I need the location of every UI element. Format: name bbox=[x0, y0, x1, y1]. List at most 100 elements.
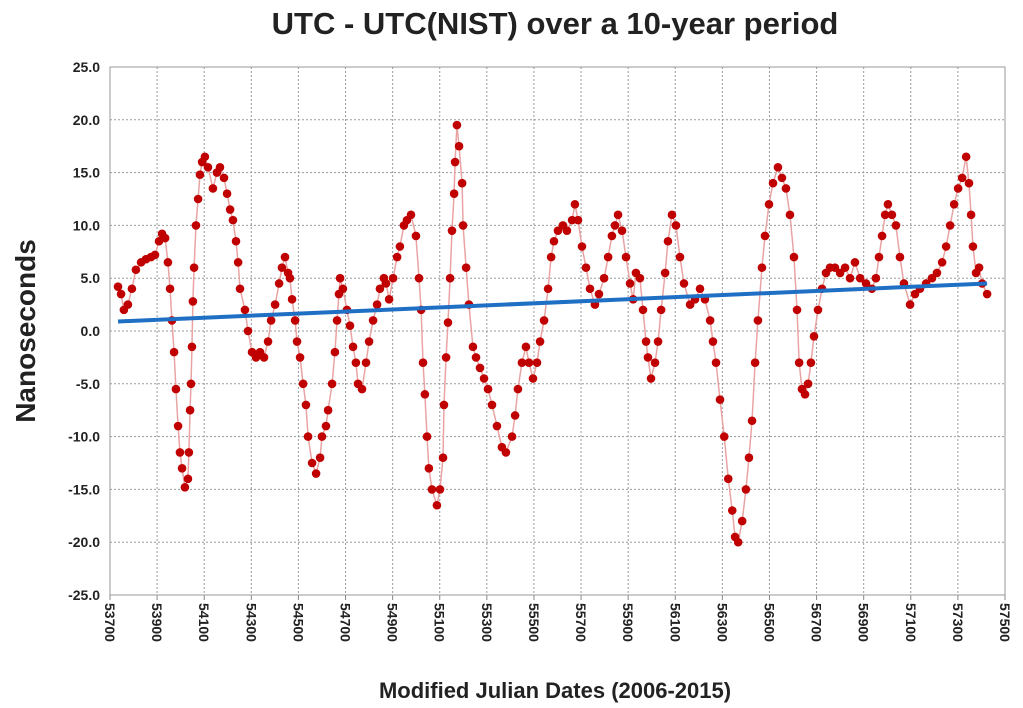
data-point bbox=[348, 342, 358, 352]
data-point bbox=[577, 242, 587, 251]
x-tick-label: 56700 bbox=[809, 603, 825, 642]
x-tick-label: 57500 bbox=[997, 603, 1013, 642]
data-point bbox=[650, 358, 660, 367]
data-point bbox=[116, 289, 126, 299]
y-tick-label: 15.0 bbox=[73, 165, 100, 181]
data-point bbox=[663, 236, 673, 246]
data-point bbox=[510, 411, 520, 420]
data-point bbox=[435, 485, 445, 494]
data-point bbox=[966, 210, 976, 220]
data-point bbox=[290, 316, 300, 325]
data-point bbox=[183, 474, 193, 484]
data-point bbox=[351, 358, 361, 367]
data-point bbox=[441, 353, 451, 362]
data-point bbox=[315, 453, 325, 463]
data-point bbox=[695, 284, 705, 294]
data-point bbox=[235, 284, 245, 294]
data-point bbox=[705, 316, 715, 325]
data-point bbox=[195, 170, 205, 180]
y-tick-label: -25.0 bbox=[68, 587, 100, 603]
data-point bbox=[635, 273, 645, 283]
data-point bbox=[855, 273, 865, 283]
data-point bbox=[594, 289, 604, 299]
data-point bbox=[891, 221, 901, 230]
data-point bbox=[539, 316, 549, 325]
data-point bbox=[317, 432, 327, 441]
data-point bbox=[638, 305, 648, 315]
data-point bbox=[653, 337, 663, 346]
y-tick-label: 20.0 bbox=[73, 112, 100, 128]
data-point bbox=[968, 242, 978, 251]
trend-line bbox=[117, 281, 988, 324]
data-point bbox=[521, 342, 531, 352]
data-point bbox=[871, 273, 881, 283]
data-point bbox=[887, 210, 897, 220]
data-point bbox=[861, 279, 871, 288]
data-point bbox=[240, 305, 250, 315]
x-tick-label: 55700 bbox=[573, 603, 589, 642]
data-point bbox=[813, 305, 823, 315]
data-point bbox=[188, 297, 198, 306]
data-point bbox=[177, 463, 187, 473]
data-point bbox=[737, 516, 747, 526]
data-point bbox=[546, 252, 556, 262]
x-tick-label: 56900 bbox=[856, 603, 872, 642]
data-point bbox=[932, 268, 942, 278]
data-point bbox=[171, 384, 181, 394]
data-point bbox=[789, 252, 799, 262]
data-point bbox=[163, 258, 173, 267]
data-point bbox=[599, 273, 609, 283]
data-point bbox=[228, 215, 238, 225]
data-point bbox=[549, 236, 559, 246]
data-point bbox=[193, 194, 203, 204]
data-point bbox=[945, 221, 955, 230]
data-point bbox=[438, 453, 448, 463]
data-point bbox=[292, 337, 302, 346]
data-point bbox=[411, 231, 421, 241]
data-point bbox=[646, 374, 656, 383]
data-point bbox=[443, 318, 453, 327]
data-point bbox=[332, 316, 342, 325]
data-point bbox=[513, 384, 523, 394]
plot-border bbox=[109, 66, 1006, 596]
data-point bbox=[184, 448, 194, 457]
data-point bbox=[760, 231, 770, 241]
data-point bbox=[208, 184, 218, 193]
x-tick-label: 54500 bbox=[290, 603, 306, 642]
data-point bbox=[422, 432, 432, 441]
data-point bbox=[384, 295, 394, 304]
data-point bbox=[610, 221, 620, 230]
x-tick-label: 53700 bbox=[102, 603, 118, 642]
data-point bbox=[727, 506, 737, 515]
x-tick-label: 54900 bbox=[385, 603, 401, 642]
data-point bbox=[567, 215, 577, 225]
data-point bbox=[747, 416, 757, 426]
data-point bbox=[507, 432, 517, 441]
data-point bbox=[295, 353, 305, 362]
data-point bbox=[263, 337, 273, 346]
data-point bbox=[719, 432, 729, 441]
data-point bbox=[603, 252, 613, 262]
data-point bbox=[803, 379, 813, 389]
data-point bbox=[532, 358, 542, 367]
data-point bbox=[330, 347, 340, 357]
data-point bbox=[570, 199, 580, 209]
x-tick-label: 57300 bbox=[950, 603, 966, 642]
data-point bbox=[160, 233, 170, 243]
data-point bbox=[723, 474, 733, 484]
data-point bbox=[191, 221, 201, 230]
data-point bbox=[850, 258, 860, 267]
data-point bbox=[203, 163, 213, 172]
x-tick-label: 53900 bbox=[149, 603, 165, 642]
data-point bbox=[259, 353, 269, 362]
data-point bbox=[524, 358, 534, 367]
data-point bbox=[777, 173, 787, 183]
data-point bbox=[785, 210, 795, 220]
y-axis-label: Nanoseconds bbox=[10, 239, 41, 423]
data-point bbox=[671, 221, 681, 230]
data-point bbox=[303, 432, 313, 441]
data-point bbox=[487, 400, 497, 410]
data-point bbox=[845, 273, 855, 283]
data-point bbox=[806, 358, 816, 367]
